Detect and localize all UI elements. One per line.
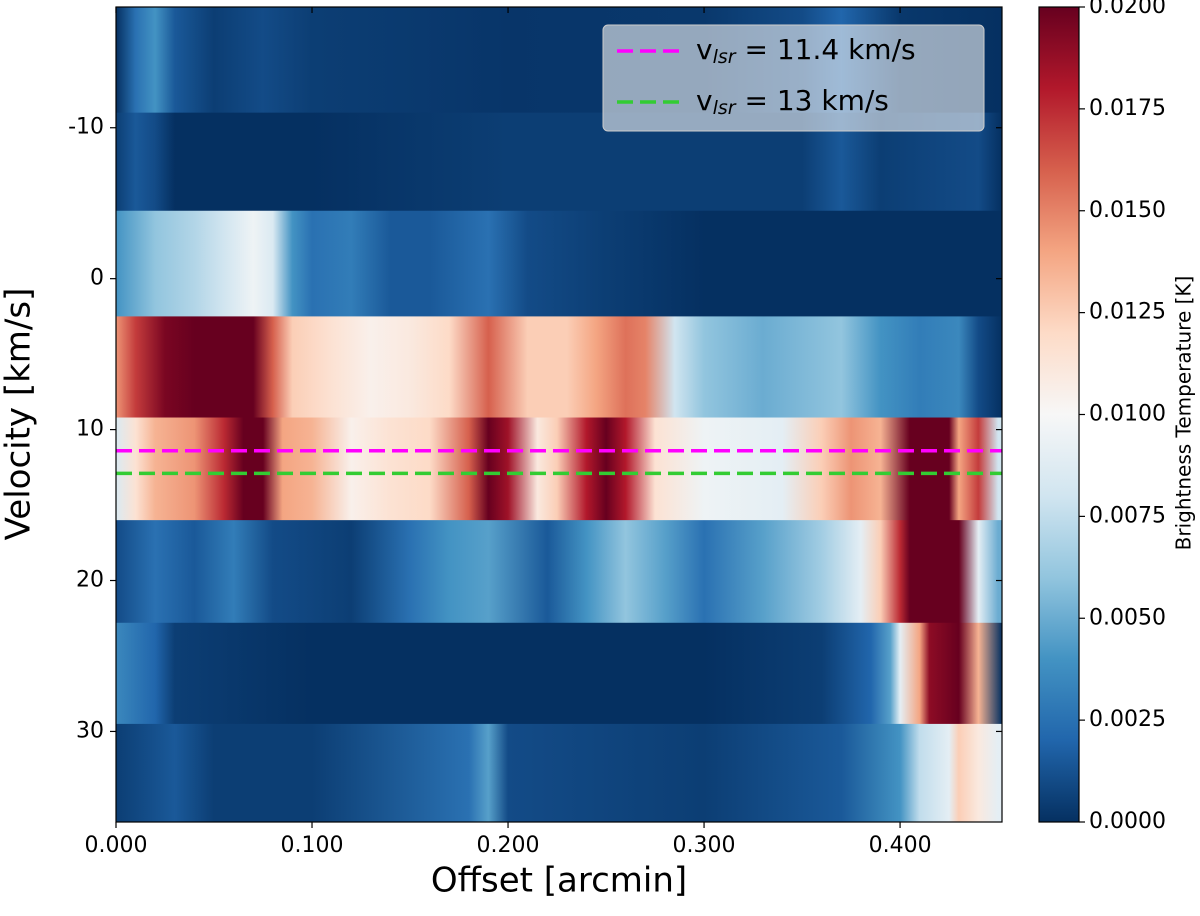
legend-label-symbol: v [696,84,713,117]
x-tick-label: 0.400 [869,833,932,858]
colorbar-ticks: 0.0000 0.0025 0.0050 0.0075 0.0100 0.0125 0.01… [1079,0,1166,834]
heatmap-channel [116,520,1002,624]
x-tick-label: 0.200 [477,833,540,858]
legend-label-symbol: v [696,33,713,66]
x-tick-label: 0.000 [85,833,148,858]
y-tick-label: 0 [90,266,104,291]
colorbar-tick-label: 0.0050 [1089,605,1166,630]
colorbar-tick-label: 0.0175 [1089,96,1166,121]
y-tick-label: 30 [76,718,104,743]
legend-label: vlsr = 13 km/s [696,84,889,119]
heatmap-channel [116,417,1002,521]
x-axis-title: Offset [arcmin] [431,861,687,901]
colorbar-tick-label: 0.0075 [1089,503,1166,528]
colorbar-tick-label: 0.0200 [1089,0,1166,19]
y-axis-title: Velocity [km/s] [0,288,39,541]
legend-label-value: = 13 km/s [736,84,889,117]
x-tick-label: 0.100 [281,833,344,858]
x-tick-label: 0.300 [673,833,736,858]
colorbar-title: Brightness Temperature [K] [1172,276,1196,551]
colorbar-tick-label: 0.0150 [1089,198,1166,223]
y-tick-label: -10 [68,115,104,140]
colorbar: 0.0000 0.0025 0.0050 0.0075 0.0100 0.0125 0.01… [1038,0,1196,834]
legend-label-subscript: lsr [713,97,737,119]
legend-label: vlsr = 11.4 km/s [696,33,916,68]
colorbar-tick-label: 0.0000 [1089,809,1166,834]
heatmap-channel [116,622,1002,725]
colorbar-fill [1039,7,1079,822]
heatmap-channel [116,316,1002,419]
x-axis: 0.000 0.100 0.200 0.300 0.400 [85,7,932,858]
heatmap-channel [116,723,1002,822]
y-axis: -10 0 10 20 30 [68,115,1002,743]
colorbar-tick-label: 0.0100 [1089,402,1166,427]
legend-box [602,24,985,132]
legend-label-subscript: lsr [713,46,737,68]
colorbar-tick-label: 0.0025 [1089,707,1166,732]
plot-frame [115,6,1003,823]
heatmap-channel [116,210,1002,317]
colorbar-tick-label: 0.0125 [1089,300,1166,325]
y-tick-label: 20 [76,568,104,593]
y-tick-label: 10 [76,417,104,442]
legend-label-value: = 11.4 km/s [736,33,916,66]
reference-lines [116,448,1002,476]
